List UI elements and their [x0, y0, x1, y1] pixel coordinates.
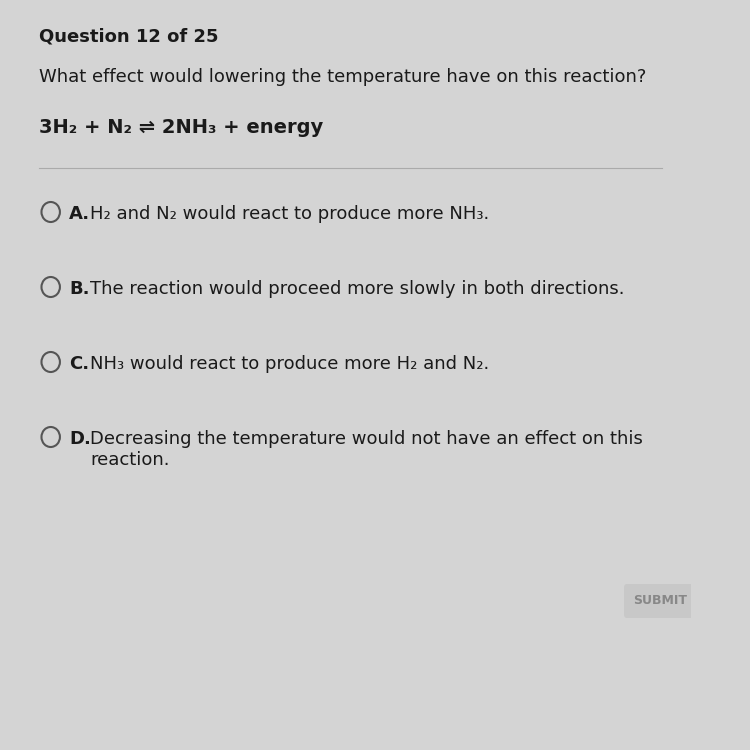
Text: H₂ and N₂ would react to produce more NH₃.: H₂ and N₂ would react to produce more NH…: [90, 205, 490, 223]
FancyBboxPatch shape: [624, 584, 696, 618]
Text: Decreasing the temperature would not have an effect on this
reaction.: Decreasing the temperature would not hav…: [90, 430, 644, 469]
Text: C.: C.: [69, 355, 89, 373]
Text: 3H₂ + N₂ ⇌ 2NH₃ + energy: 3H₂ + N₂ ⇌ 2NH₃ + energy: [39, 118, 323, 137]
Text: B.: B.: [69, 280, 90, 298]
Text: D.: D.: [69, 430, 91, 448]
Text: A.: A.: [69, 205, 90, 223]
Text: What effect would lowering the temperature have on this reaction?: What effect would lowering the temperatu…: [39, 68, 646, 86]
Text: NH₃ would react to produce more H₂ and N₂.: NH₃ would react to produce more H₂ and N…: [90, 355, 490, 373]
Text: Question 12 of 25: Question 12 of 25: [39, 28, 218, 46]
Text: The reaction would proceed more slowly in both directions.: The reaction would proceed more slowly i…: [90, 280, 625, 298]
Text: SUBMIT: SUBMIT: [633, 595, 687, 608]
